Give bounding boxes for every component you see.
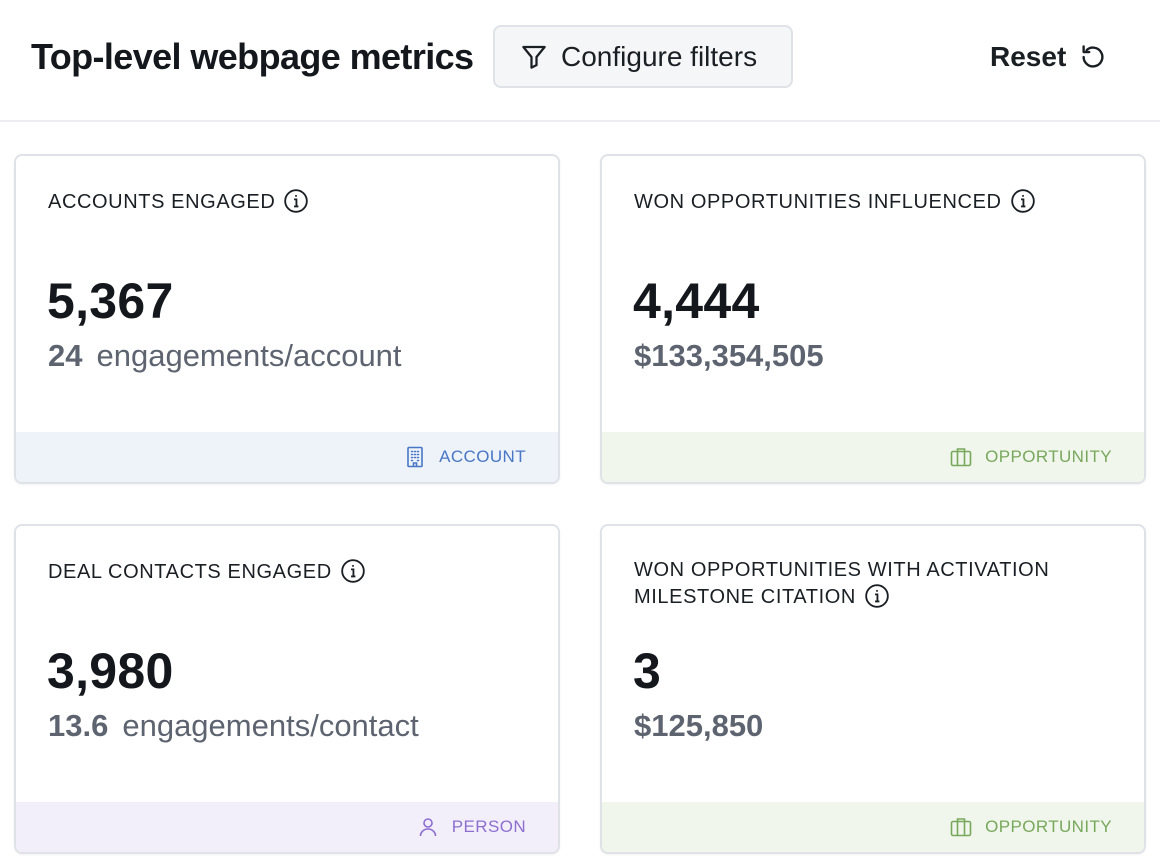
filter-icon xyxy=(522,45,546,69)
page-header: Top-level webpage metrics Configure filt… xyxy=(0,0,1160,122)
engagements-per-account-label: engagements/account xyxy=(96,338,402,373)
briefcase-icon xyxy=(950,448,972,467)
metric-card-deal-contacts-engaged: DEAL CONTACTS ENGAGED 3,980 13.6 engageme… xyxy=(14,524,560,854)
building-icon xyxy=(407,446,423,468)
entity-tag-label: OPPORTUNITY xyxy=(985,817,1112,836)
card-footer-opportunity: OPPORTUNITY xyxy=(602,802,1144,852)
info-icon[interactable] xyxy=(1010,188,1036,214)
card-title-text: WON OPPORTUNITIES INFLUENCED xyxy=(634,191,1002,213)
card-footer-person: PERSON xyxy=(16,802,558,852)
card-footer-account: ACCOUNT xyxy=(16,432,558,482)
metric-card-won-opportunities-influenced: WON OPPORTUNITIES INFLUENCED 4,444 $133,… xyxy=(600,154,1146,484)
card-title-text: WON OPPORTUNITIES WITH ACTIVATION MILEST… xyxy=(634,559,1050,608)
card-title-text: DEAL CONTACTS ENGAGED xyxy=(48,561,332,583)
reset-label: Reset xyxy=(990,41,1067,72)
info-icon[interactable] xyxy=(340,558,366,584)
card-title: WON OPPORTUNITIES WITH ACTIVATION MILEST… xyxy=(634,558,1104,610)
card-title: WON OPPORTUNITIES INFLUENCED xyxy=(634,188,1104,215)
card-title-text: ACCOUNTS ENGAGED xyxy=(48,191,276,213)
entity-tag-label: PERSON xyxy=(451,817,526,836)
entity-tag-label: ACCOUNT xyxy=(439,447,526,466)
metric-subtext: 13.6 engagements/contact xyxy=(48,708,419,744)
metric-subtext: $125,850 xyxy=(634,708,763,744)
metric-card-accounts-engaged: ACCOUNTS ENGAGED 5,367 24 engagements/acc… xyxy=(14,154,560,484)
configure-filters-button[interactable]: Configure filters xyxy=(493,25,793,88)
briefcase-icon xyxy=(950,818,972,837)
card-footer-opportunity: OPPORTUNITY xyxy=(602,432,1144,482)
metric-card-won-opportunities-activation-milestone: WON OPPORTUNITIES WITH ACTIVATION MILEST… xyxy=(600,524,1146,854)
configure-filters-label: Configure filters xyxy=(561,40,758,72)
reset-button[interactable]: Reset xyxy=(990,34,1108,80)
info-icon[interactable] xyxy=(864,583,890,609)
engagements-per-contact-label: engagements/contact xyxy=(122,708,419,743)
metric-subtext: 24 engagements/account xyxy=(48,338,402,374)
page-title: Top-level webpage metrics xyxy=(31,36,474,77)
reset-icon xyxy=(1082,45,1104,68)
card-title: DEAL CONTACTS ENGAGED xyxy=(48,558,518,585)
card-title: ACCOUNTS ENGAGED xyxy=(48,188,518,215)
metric-value: 3 xyxy=(633,643,662,699)
metric-value: 3,980 xyxy=(47,643,174,699)
metric-value: 5,367 xyxy=(47,273,174,329)
person-icon xyxy=(419,818,437,837)
engagements-per-contact-value: 13.6 xyxy=(48,708,109,743)
info-icon[interactable] xyxy=(283,188,309,214)
metric-value: 4,444 xyxy=(633,273,760,329)
milestone-amount: $125,850 xyxy=(634,708,764,743)
influenced-amount: $133,354,505 xyxy=(634,338,824,373)
metric-subtext: $133,354,505 xyxy=(634,338,824,374)
entity-tag-label: OPPORTUNITY xyxy=(985,447,1112,466)
engagements-per-account-value: 24 xyxy=(48,338,83,373)
